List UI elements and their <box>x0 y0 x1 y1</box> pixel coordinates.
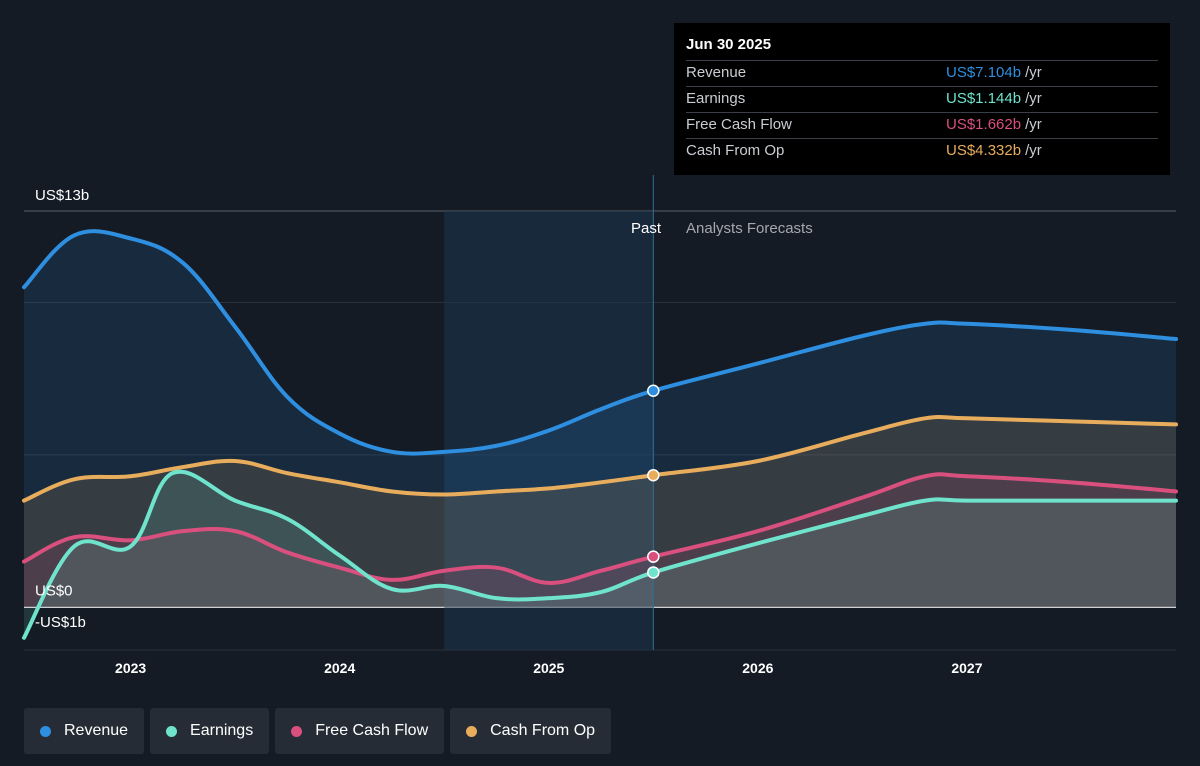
line-earnings <box>22 469 1178 640</box>
marker-revenue <box>647 384 660 397</box>
line-cash-from-op <box>22 414 1178 503</box>
tooltip-row-earnings: Earnings US$1.144b /yr <box>686 86 1158 112</box>
y-tick-label: US$0 <box>35 582 73 599</box>
line-revenue <box>22 229 1178 456</box>
tooltip-panel: Jun 30 2025 Revenue US$7.104b /yr Earnin… <box>674 23 1170 175</box>
legend-item-earnings[interactable]: Earnings <box>150 708 270 754</box>
y-axis-labels: US$13b US$0 -US$1b <box>35 187 89 631</box>
tooltip-row-value: US$4.332b <box>946 142 1022 159</box>
marker-earnings <box>647 566 660 579</box>
tooltip-row-label: Free Cash Flow <box>686 116 792 133</box>
forecast-label: Analysts Forecasts <box>686 220 813 237</box>
tooltip-row-value: US$1.144b <box>946 90 1022 107</box>
area-revenue <box>24 231 1176 608</box>
legend-label: Revenue <box>64 722 129 739</box>
legend-label: Cash From Op <box>490 722 596 739</box>
tooltip-row-revenue: Revenue US$7.104b /yr <box>686 60 1158 86</box>
marker-free-cash-flow <box>647 550 660 563</box>
tooltip-row-value: US$7.104b <box>946 64 1022 81</box>
chart-legend: Revenue Earnings Free Cash Flow Cash Fro… <box>24 708 612 754</box>
marker-cash-from-op <box>647 469 660 482</box>
tooltip-row-cash-from-op: Cash From Op US$4.332b /yr <box>686 138 1158 164</box>
x-tick-label: 2027 <box>951 660 982 676</box>
tooltip-row-unit: /yr <box>1025 116 1042 133</box>
past-label: Past <box>631 220 662 237</box>
series-lines <box>22 229 1178 640</box>
present-markers <box>647 384 660 579</box>
tooltip-row-label: Earnings <box>686 90 746 107</box>
tooltip-row-unit: /yr <box>1025 64 1042 81</box>
tooltip-date: Jun 30 2025 <box>686 36 772 53</box>
x-tick-label: 2026 <box>742 660 773 676</box>
tooltip-row-label: Cash From Op <box>686 142 785 159</box>
legend-dot-icon <box>466 725 478 737</box>
line-free-cash-flow <box>22 472 1178 585</box>
chart-canvas: Past Analysts Forecasts US$13b US$0 -US$1b… <box>22 175 1178 676</box>
y-tick-label: US$13b <box>35 187 89 204</box>
legend-item-free-cash-flow[interactable]: Free Cash Flow <box>275 708 445 754</box>
legend-item-revenue[interactable]: Revenue <box>24 708 145 754</box>
legend-dot-icon <box>40 725 51 737</box>
tooltip-row-unit: /yr <box>1025 142 1042 159</box>
legend-dot-icon <box>166 725 178 737</box>
legend-label: Earnings <box>190 722 254 739</box>
tooltip-row-label: Revenue <box>686 64 747 81</box>
area-earnings <box>24 471 1176 638</box>
x-tick-label: 2025 <box>533 660 564 676</box>
legend-dot-icon <box>291 725 303 737</box>
legend-item-cash-from-op[interactable]: Cash From Op <box>450 708 612 754</box>
x-axis-labels: 2023 2024 2025 2026 2027 <box>115 660 983 676</box>
tooltip-row-unit: /yr <box>1025 90 1042 107</box>
y-tick-label: -US$1b <box>35 614 86 631</box>
tooltip-row-value: US$1.662b <box>946 116 1022 133</box>
x-tick-label: 2024 <box>324 660 355 676</box>
legend-label: Free Cash Flow <box>315 722 429 739</box>
x-tick-label: 2023 <box>115 660 146 676</box>
tooltip-row-free-cash-flow: Free Cash Flow US$1.662b /yr <box>686 112 1158 138</box>
